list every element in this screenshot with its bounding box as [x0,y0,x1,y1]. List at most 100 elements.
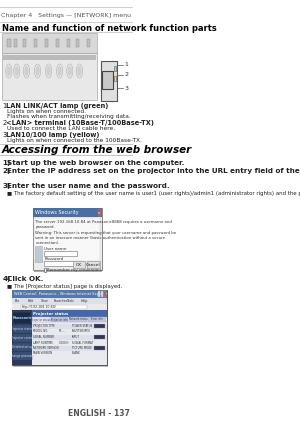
Bar [13,292,108,367]
Bar [32,317,50,322]
Text: Enter the IP address set on the projector into the URL entry field of the web br: Enter the IP address set on the projecto… [7,168,300,174]
Text: 3: 3 [2,132,6,138]
Text: x: x [98,210,100,215]
Bar [94,346,105,349]
Text: Panasonic: Panasonic [12,316,32,320]
Text: Projector info: Projector info [51,318,68,321]
Bar [103,71,113,89]
Text: connection).: connection). [35,241,60,245]
Bar [13,352,32,360]
Text: MODEL NO.: MODEL NO. [33,329,48,334]
Bar [32,351,107,356]
Text: INPUT: INPUT [72,335,80,339]
Bar [73,261,85,268]
Text: Lights on when connected to the 100Base-TX.: Lights on when connected to the 100Base-… [7,138,142,143]
Text: Enter the user name and the password.: Enter the user name and the password. [7,183,169,189]
Bar [67,39,70,47]
Text: ■ The factory default setting of the user name is user1 (user rights)/admin1 (ad: ■ The factory default setting of the use… [7,191,300,196]
Text: SHUTTER(IRIS): SHUTTER(IRIS) [72,329,91,334]
Bar [13,343,32,351]
Text: Accessing from the web browser: Accessing from the web browser [2,145,192,155]
Bar [7,39,10,47]
Circle shape [24,66,29,76]
Bar [32,310,107,365]
Text: Cancel: Cancel [86,262,101,267]
Text: 2): 2) [2,168,10,174]
Text: password.: password. [35,225,55,229]
Bar [51,317,68,322]
Text: Remember my credentials: Remember my credentials [47,268,101,272]
Bar [33,208,102,270]
Bar [44,261,77,266]
Text: PT-....: PT-.... [59,329,66,334]
Text: Start up the web browser on the computer.: Start up the web browser on the computer… [7,160,184,166]
Text: Projector status: Projector status [11,327,33,331]
Bar [94,324,105,327]
Bar [3,55,96,60]
Circle shape [15,66,19,76]
Text: User name: User name [44,247,67,251]
Text: Click OK.: Click OK. [7,276,43,282]
Bar [69,317,87,322]
Text: Name and function of network function parts: Name and function of network function pa… [2,24,217,33]
Text: Favorites: Favorites [54,299,68,303]
Bar [98,209,101,216]
Text: sent in an insecure manner (basic authentication without a secure: sent in an insecure manner (basic authen… [35,236,165,240]
Bar [33,208,102,217]
Bar [32,346,107,351]
Bar [56,39,59,47]
Bar [12,290,107,298]
Text: 1: 1 [124,62,128,67]
Text: Used to connect the LAN cable here.: Used to connect the LAN cable here. [7,126,115,131]
Circle shape [7,66,11,76]
Bar [35,246,42,262]
Bar [13,334,32,342]
Text: LAN10/100 lamp (yellow): LAN10/100 lamp (yellow) [6,132,99,138]
Bar [21,305,88,309]
Text: http://192.168.10.84/: http://192.168.10.84/ [22,305,57,309]
Bar [32,340,107,345]
Text: <LAN> terminal (10Base-T/100Base-TX): <LAN> terminal (10Base-T/100Base-TX) [6,120,154,126]
Text: Warning: This server is requesting that your username and password be: Warning: This server is requesting that … [35,231,176,235]
Text: File: File [14,299,20,303]
Text: 0000 H: 0000 H [59,340,68,344]
Text: 4): 4) [2,276,10,282]
Circle shape [57,66,62,76]
Text: 1: 1 [2,103,6,109]
Bar [114,76,116,81]
Bar [2,33,97,53]
Bar [32,310,107,317]
Text: Projector control: Projector control [11,336,33,340]
Text: Flashes when transmitting/receiving data.: Flashes when transmitting/receiving data… [7,114,131,119]
Text: Tools: Tools [67,299,75,303]
Circle shape [46,66,51,76]
Bar [34,39,37,47]
Bar [32,335,107,340]
Text: PICTURE MODE: PICTURE MODE [72,346,92,350]
Text: LAN LINK/ACT lamp (green): LAN LINK/ACT lamp (green) [6,103,108,109]
Bar [13,312,31,324]
Text: 3): 3) [2,183,10,189]
Text: NETWORK VERSION: NETWORK VERSION [33,346,59,350]
Bar [101,291,103,297]
Text: Change password: Change password [10,354,34,358]
Bar [45,39,48,47]
Bar [12,310,32,365]
Text: Edit: Edit [27,299,34,303]
Text: 3: 3 [124,86,128,90]
Text: LAMP RUNTIME: LAMP RUNTIME [33,340,53,344]
Bar [12,304,107,310]
Text: BLANK: BLANK [72,351,81,355]
Bar [34,210,103,272]
Text: ■ The [Projector status] page is displayed.: ■ The [Projector status] page is display… [7,284,122,289]
Bar [22,39,26,47]
Bar [98,291,100,297]
Circle shape [77,66,82,76]
Bar [94,335,105,338]
Text: The server 192.168.10.84 at Panasonic8888 requires a username and: The server 192.168.10.84 at Panasonic888… [35,220,172,224]
Text: Projector status: Projector status [31,318,51,321]
Bar [12,298,107,304]
Bar [32,324,107,329]
Bar [104,291,106,297]
Bar [34,218,100,261]
